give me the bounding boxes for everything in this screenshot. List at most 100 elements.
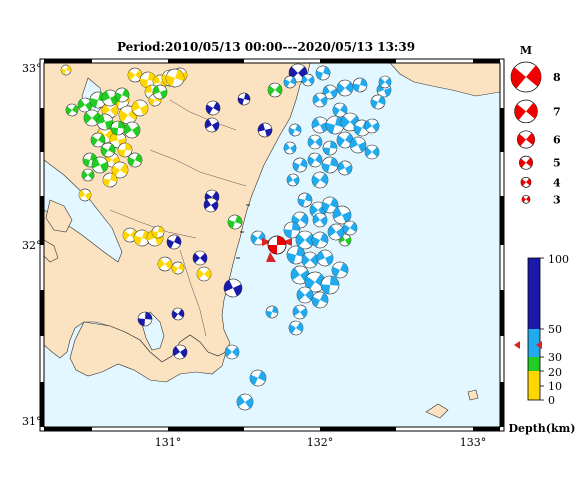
focal-mechanism-event bbox=[131, 99, 149, 117]
magnitude-legend-label: 5 bbox=[553, 157, 561, 170]
focal-mechanism-event bbox=[290, 265, 310, 285]
focal-mechanism-event bbox=[157, 256, 173, 272]
focal-mechanism-event bbox=[123, 121, 141, 139]
focal-mechanism-event bbox=[267, 82, 283, 98]
focal-mechanism-event bbox=[96, 113, 114, 131]
focal-mechanism-event bbox=[227, 214, 243, 230]
magnitude-heading: M bbox=[520, 44, 532, 57]
focal-mechanism-event bbox=[100, 142, 116, 158]
map-title: Period:2010/05/13 00:00---2020/05/13 13:… bbox=[117, 40, 415, 54]
focal-mechanism-event bbox=[223, 278, 243, 298]
focal-mechanism-event bbox=[322, 140, 338, 156]
focal-mechanism-event bbox=[139, 71, 157, 89]
depth-band-20-50 bbox=[528, 329, 540, 357]
focal-mechanism-event bbox=[352, 77, 368, 93]
focal-mechanism-event bbox=[127, 67, 143, 83]
focal-mechanism-event bbox=[364, 118, 380, 134]
focal-mechanism-event bbox=[102, 172, 118, 188]
focal-mechanism-event bbox=[286, 245, 306, 265]
focal-mechanism-event bbox=[171, 307, 185, 321]
koshiki-island bbox=[44, 239, 59, 263]
focal-mechanism-event bbox=[237, 92, 251, 106]
magnitude-legend-label: 7 bbox=[553, 105, 561, 118]
depth-band-50-100 bbox=[528, 258, 540, 329]
lat-label-32: 32° bbox=[22, 239, 42, 252]
focal-mechanism-event bbox=[297, 192, 313, 208]
focal-mechanism-event bbox=[336, 79, 354, 97]
focal-mechanism-event bbox=[224, 344, 240, 360]
focal-mechanisms bbox=[60, 63, 392, 411]
focal-mechanism-event bbox=[364, 144, 380, 160]
focal-mechanism-event bbox=[127, 152, 143, 168]
depth-marker-right bbox=[536, 341, 542, 349]
depth-legend: 100 50 30 20 10 0 Depth(km) bbox=[509, 253, 576, 435]
focal-mechanism-event bbox=[65, 103, 79, 117]
focal-mechanism-event bbox=[257, 122, 273, 138]
depth-tick-10: 10 bbox=[548, 380, 562, 393]
focal-mechanism-event bbox=[320, 275, 340, 295]
focal-mechanism-event bbox=[312, 212, 328, 228]
depth-band-10-20 bbox=[528, 357, 540, 371]
lat-label-33: 33° bbox=[22, 62, 42, 75]
focal-mechanism-event bbox=[292, 157, 308, 173]
focal-mechanism-event bbox=[165, 68, 185, 88]
focal-mechanism-event bbox=[60, 64, 72, 76]
depth-tick-20: 20 bbox=[548, 366, 562, 379]
focal-mechanism-event bbox=[311, 231, 329, 249]
focal-mechanism-event bbox=[91, 156, 109, 174]
lon-label-131: 131° bbox=[155, 436, 182, 449]
magnitude-legend: M 8 7 6 5 4 3 bbox=[510, 44, 561, 206]
focal-mechanism-event bbox=[283, 75, 297, 89]
shikoku-land bbox=[389, 63, 500, 97]
focal-mechanism-event bbox=[342, 220, 358, 236]
focal-mechanism-event bbox=[152, 84, 168, 100]
focal-mechanism-event bbox=[337, 160, 353, 176]
focal-mechanism-event bbox=[315, 65, 331, 81]
focal-mechanism-event bbox=[295, 230, 315, 250]
focal-mechanism-event bbox=[321, 156, 339, 174]
depth-unit-label: Depth(km) bbox=[509, 422, 576, 435]
focal-mechanism-event bbox=[249, 369, 267, 387]
depth-tick-100: 100 bbox=[548, 253, 569, 266]
small-islands bbox=[425, 389, 479, 419]
focal-mechanism-event bbox=[101, 89, 119, 107]
focal-mechanism-event bbox=[196, 266, 212, 282]
focal-mechanism-event bbox=[311, 291, 329, 309]
magnitude-legend-label: 8 bbox=[553, 71, 561, 84]
magnitude-legend-label: 6 bbox=[553, 133, 561, 146]
lon-label-132: 132° bbox=[307, 436, 334, 449]
lat-label-31: 31° bbox=[22, 415, 42, 428]
focal-mechanism-event bbox=[250, 230, 266, 246]
focal-mechanism-event bbox=[172, 344, 188, 360]
depth-tick-30: 30 bbox=[548, 351, 562, 364]
focal-mechanism-event bbox=[321, 196, 339, 214]
focal-mechanism-event bbox=[331, 261, 349, 279]
focal-mechanism-event bbox=[336, 131, 354, 149]
focal-mechanism-event bbox=[316, 249, 334, 267]
depth-tick-0: 0 bbox=[548, 394, 555, 407]
focal-mechanism-event bbox=[325, 115, 345, 135]
focal-mechanism-event bbox=[133, 229, 151, 247]
focal-mechanism-event bbox=[117, 142, 133, 158]
amakusa-island bbox=[45, 199, 73, 233]
focal-mechanism-event bbox=[265, 305, 279, 319]
main-event bbox=[262, 235, 292, 262]
depth-tick-50: 50 bbox=[548, 323, 562, 336]
focal-mechanism-event bbox=[78, 188, 92, 202]
focal-mechanism-event bbox=[81, 168, 95, 182]
focal-mechanism-event bbox=[171, 261, 185, 275]
focal-mechanism-event bbox=[236, 393, 254, 411]
focal-mechanism-event bbox=[322, 84, 338, 100]
magnitude-legend-label: 3 bbox=[553, 193, 561, 206]
map-frame bbox=[39, 58, 505, 432]
focal-mechanism-event bbox=[370, 94, 386, 110]
focal-mechanism-event bbox=[288, 320, 304, 336]
focal-mechanism-event bbox=[301, 73, 315, 87]
focal-mechanism-event bbox=[90, 132, 106, 148]
focal-mechanism-event bbox=[166, 234, 182, 250]
focal-mechanism-event bbox=[307, 134, 323, 150]
focal-mechanism-event bbox=[286, 173, 300, 187]
focal-mechanism-event bbox=[349, 136, 367, 154]
focal-mechanism-event bbox=[332, 102, 348, 118]
